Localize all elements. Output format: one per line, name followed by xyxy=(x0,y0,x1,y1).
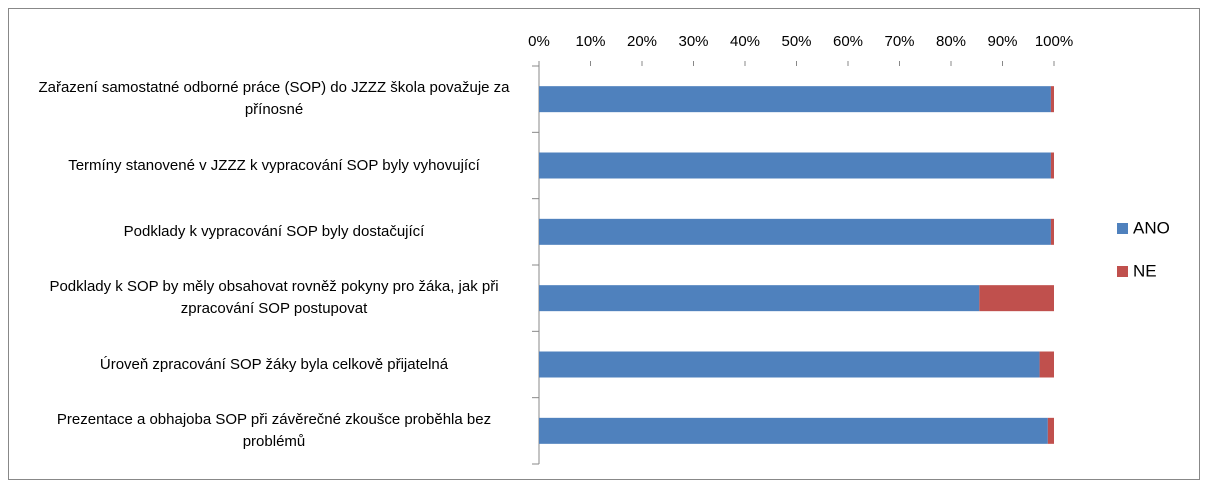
category-label: Podklady k SOP by měly obsahovat rovněž … xyxy=(49,278,499,318)
bar-segment xyxy=(1050,86,1054,113)
x-tick-label: 100% xyxy=(1035,33,1073,50)
bar-segment xyxy=(1039,351,1054,378)
bar-segment xyxy=(1050,218,1054,245)
category-label: Termíny stanovené v JZZZ k vypracování S… xyxy=(68,156,480,174)
legend-swatch xyxy=(1117,223,1128,234)
x-tick-label: 80% xyxy=(936,33,966,50)
bar-segment xyxy=(539,285,980,312)
category-label: Podklady k vypracování SOP byly dostačuj… xyxy=(123,222,425,240)
legend-label: NE xyxy=(1133,261,1157,280)
bar-segment xyxy=(539,86,1051,113)
category-label: Zařazení samostatné odborné práce (SOP) … xyxy=(38,79,510,119)
bar-segment xyxy=(539,417,1048,444)
bar-segment xyxy=(979,285,1054,312)
legend-swatch xyxy=(1117,266,1128,277)
x-tick-label: 90% xyxy=(987,33,1017,50)
bar-segment xyxy=(539,152,1051,179)
x-tick-label: 40% xyxy=(730,33,760,50)
x-tick-label: 70% xyxy=(884,33,914,50)
x-tick-label: 50% xyxy=(781,33,811,50)
bar-segment xyxy=(539,351,1040,378)
bar-segment xyxy=(1047,417,1054,444)
x-tick-label: 30% xyxy=(678,33,708,50)
x-tick-label: 0% xyxy=(528,33,550,50)
category-label: Úroveň zpracování SOP žáky byla celkově … xyxy=(99,355,449,373)
x-tick-label: 10% xyxy=(575,33,605,50)
x-tick-label: 20% xyxy=(627,33,657,50)
bar-segment xyxy=(539,218,1051,245)
category-label: Prezentace a obhajoba SOP při závěrečné … xyxy=(56,410,492,450)
bar-segment xyxy=(1050,152,1054,179)
x-tick-label: 60% xyxy=(833,33,863,50)
legend-label: ANO xyxy=(1133,218,1170,237)
